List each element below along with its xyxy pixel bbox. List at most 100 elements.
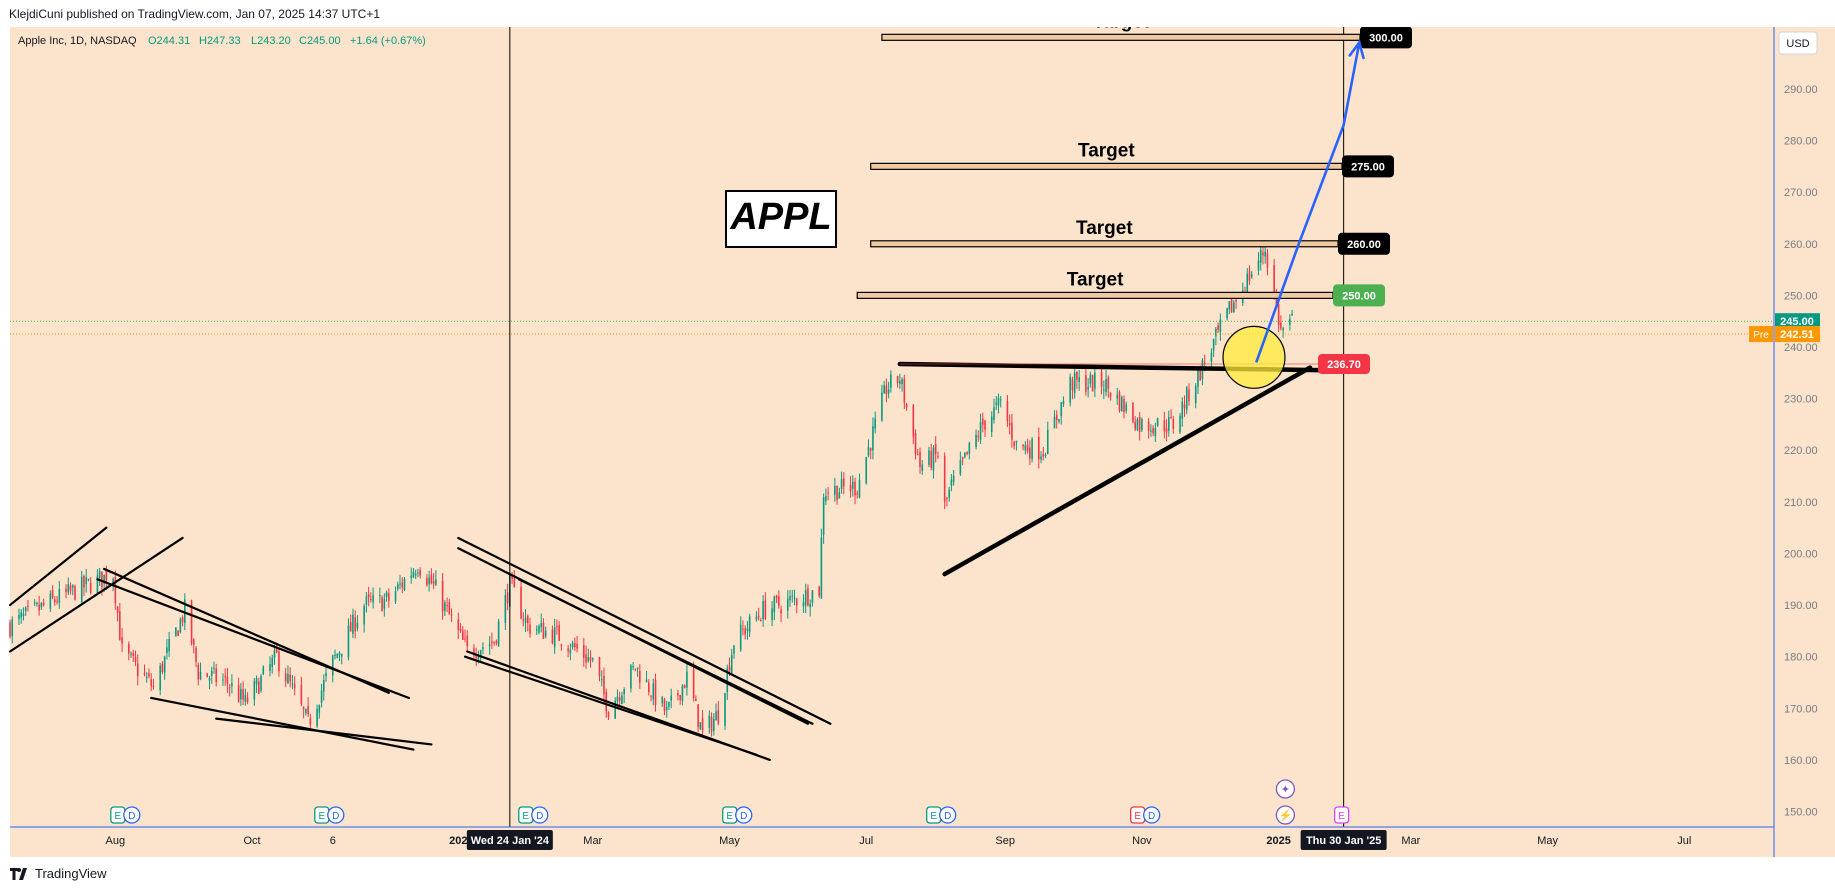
event-marker-D[interactable]: D (531, 806, 549, 824)
candle-body (1199, 368, 1201, 381)
svg-text:E: E (1338, 811, 1345, 822)
candle-body (136, 663, 139, 677)
candle-body (352, 614, 354, 634)
tradingview-brand: TradingView (35, 866, 107, 881)
target-zone-260.00[interactable]: Target 260.00 (870, 218, 1390, 255)
trend-line-channel1-lower-c[interactable] (215, 717, 433, 746)
candle-body (1046, 429, 1049, 455)
target-zone-bar (870, 240, 1339, 248)
candle-body (255, 678, 258, 685)
candle-body (1091, 375, 1094, 392)
legend-low: L243.20 (251, 35, 291, 47)
candle-body (184, 599, 186, 623)
trend-line-channel2-lower-b[interactable] (463, 655, 758, 756)
currency-button-frame (1778, 31, 1818, 55)
candle-body (1118, 392, 1121, 411)
candle-body (1078, 377, 1080, 383)
trend-line-channel2-upper-a[interactable] (457, 536, 832, 725)
candle-body (1125, 404, 1128, 412)
event-marker-spark[interactable]: ⚡ (1275, 805, 1296, 825)
candle-body (1282, 328, 1284, 331)
event-marker-E[interactable]: E (926, 806, 942, 824)
candle-body (1250, 274, 1253, 278)
breakout-level-badge[interactable]: 236.70 (1318, 354, 1370, 375)
event-marker-D[interactable]: D (327, 806, 345, 824)
current-price-badge[interactable]: 245.00 (1775, 313, 1820, 330)
event-marker-E[interactable]: E (518, 806, 534, 824)
candle-body (103, 574, 105, 584)
publish-header: KlejdiCuni published on TradingView.com,… (0, 0, 1835, 27)
event-marker-D[interactable]: D (123, 806, 141, 824)
candle-body (708, 715, 711, 728)
candle-body (316, 709, 318, 727)
price-chart[interactable]: 236.70 Target 250.00 Target 260.00 Target 275.… (0, 11, 1835, 857)
price-axis[interactable]: 150.00 160.00 170.00 180.00 190.00 200.00 210.… (1749, 27, 1820, 857)
candle-body (1069, 376, 1071, 403)
event-marker-D[interactable]: D (735, 806, 753, 824)
candle-body (937, 456, 939, 458)
chart-frame[interactable]: 236.70 Target 250.00 Target 260.00 Target 275.… (0, 11, 1835, 857)
candle-body (340, 653, 343, 657)
x-tick-label: Aug (106, 835, 126, 847)
candle-body (9, 622, 11, 637)
breakout-highlight-circle[interactable] (1222, 325, 1286, 389)
candle-body (1044, 454, 1047, 456)
candle-body (119, 611, 121, 641)
event-marker-D[interactable]: D (939, 806, 957, 824)
candle-body (24, 607, 27, 612)
event-marker-star[interactable]: ✦ (1275, 779, 1296, 799)
candle-body (38, 604, 40, 611)
candle-body (287, 673, 289, 684)
tradingview-logo[interactable]: TradingView (10, 866, 107, 881)
event-marker-E[interactable]: E (722, 806, 738, 824)
candle-body (872, 426, 874, 451)
trend-line-channel1-upper-c[interactable] (96, 578, 411, 700)
target-price-label: 275.00 (1351, 161, 1385, 173)
candle-body (1156, 417, 1159, 426)
candle-body (836, 485, 838, 501)
candle-body (417, 572, 419, 574)
x-tick-label: Mar (583, 835, 602, 847)
title-box[interactable]: APPL (725, 190, 837, 248)
candle-body (979, 422, 982, 440)
candle-body (990, 416, 993, 432)
svg-text:D: D (944, 811, 951, 822)
candle-body (58, 589, 61, 603)
event-marker-E[interactable]: E (1130, 806, 1146, 824)
trend-line-channel1-upper-a[interactable] (8, 526, 108, 607)
time-axis[interactable]: Aug Oct 6 202 Mar May Jul Sep Nov 2025 Mar May Jul We… (10, 826, 1774, 850)
target-zone-250.00[interactable]: Target 250.00 (856, 269, 1385, 307)
y-tick-label: 280.00 (1784, 136, 1818, 148)
event-marker-E[interactable]: E (314, 806, 330, 824)
legend: Apple Inc, 1D, NASDAQ O244.31 H247.33 L2… (18, 35, 426, 47)
candle-body (347, 625, 350, 658)
candle-body (1109, 392, 1112, 397)
premarket-price-badge[interactable]: Pre 242.51 (1749, 326, 1820, 343)
cursor-date-badge: Wed 24 Jan '24 (466, 830, 553, 850)
event-marker-E[interactable]: E (1333, 806, 1350, 824)
svg-text:✦: ✦ (1281, 784, 1290, 796)
candle-body (127, 643, 130, 654)
candle-body (571, 642, 574, 648)
event-marker-D[interactable]: D (1143, 806, 1161, 824)
trend-line-channel1-lower-a[interactable] (8, 536, 184, 653)
candle-body (1024, 444, 1027, 451)
x-tick-label: 202 (449, 835, 467, 847)
target-zone-275.00[interactable]: Target 275.00 (870, 140, 1394, 178)
trend-line-channel2-upper-c[interactable] (517, 578, 814, 725)
candle-body (336, 653, 339, 658)
event-marker-E[interactable]: E (110, 806, 126, 824)
candle-body (825, 496, 827, 502)
candle-body (616, 696, 619, 702)
trend-line-triangle-support[interactable] (942, 365, 1313, 577)
candle-body (959, 459, 962, 475)
candle-body (804, 589, 807, 606)
projection-arrow[interactable] (1255, 42, 1361, 363)
candle-body (473, 648, 475, 656)
trend-line-channel1-lower-b[interactable] (150, 696, 415, 751)
candle-body (1031, 438, 1033, 460)
candle-body (1013, 441, 1015, 447)
currency-button[interactable]: USD (1778, 31, 1818, 55)
candle-body (466, 635, 469, 647)
candle-body (964, 452, 966, 458)
